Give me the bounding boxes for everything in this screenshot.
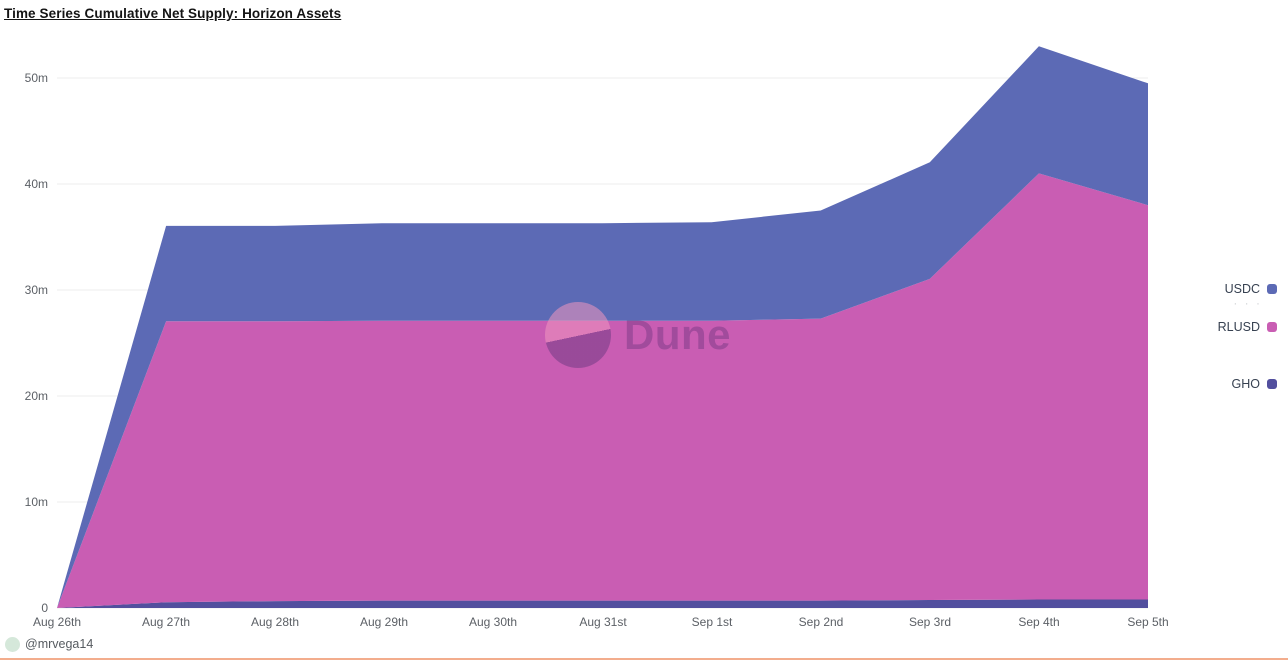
area-rlusd[interactable] <box>57 173 1148 608</box>
legend-item-usdc[interactable]: USDC <box>1225 282 1277 296</box>
y-tick-label: 50m <box>24 71 48 85</box>
legend-swatch-icon <box>1267 379 1277 389</box>
y-tick-label: 0 <box>41 601 48 615</box>
y-tick-label: 30m <box>24 283 48 297</box>
x-tick-label: Aug 30th <box>468 615 518 629</box>
legend-item-gho[interactable]: GHO <box>1232 377 1277 391</box>
x-tick-label: Aug 28th <box>250 615 300 629</box>
y-tick-label: 40m <box>24 177 48 191</box>
x-tick-label: Aug 29th <box>359 615 409 629</box>
x-tick-label: Sep 5th <box>1127 615 1169 629</box>
x-tick-label: Sep 3rd <box>908 615 952 629</box>
x-tick-label: Aug 31st <box>579 615 627 629</box>
x-tick-label: Sep 1st <box>691 615 733 629</box>
x-tick-label: Aug 27th <box>141 615 191 629</box>
legend-more-indicator: · · · <box>1233 296 1262 310</box>
chart-title[interactable]: Time Series Cumulative Net Supply: Horiz… <box>4 6 342 21</box>
legend-label: RLUSD <box>1217 320 1260 334</box>
y-tick-label: 20m <box>24 389 48 403</box>
legend-swatch-icon <box>1267 284 1277 294</box>
x-tick-label: Sep 4th <box>1018 615 1060 629</box>
x-tick-label: Sep 2nd <box>798 615 844 629</box>
legend-item-rlusd[interactable]: RLUSD <box>1218 320 1277 334</box>
x-tick-label: Aug 26th <box>32 615 82 629</box>
area-gho[interactable] <box>57 599 1148 609</box>
author-handle[interactable]: @mrvega14 <box>25 637 94 651</box>
legend-swatch-icon <box>1267 322 1277 332</box>
legend-label: USDC <box>1224 282 1260 296</box>
author-avatar[interactable] <box>5 637 20 652</box>
y-tick-label: 10m <box>24 495 48 509</box>
footer-divider <box>0 658 1288 660</box>
area-usdc[interactable] <box>57 46 1148 608</box>
legend-label: GHO <box>1231 377 1260 391</box>
